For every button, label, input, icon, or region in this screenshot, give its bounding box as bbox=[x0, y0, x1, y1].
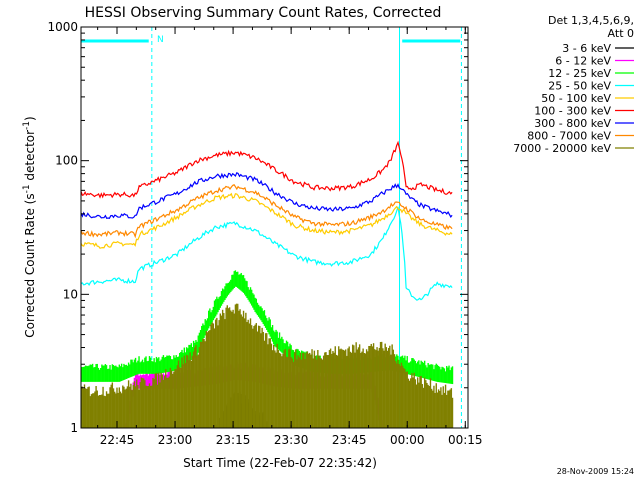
legend-label: 50 - 100 keV bbox=[541, 92, 611, 105]
legend-header-line-2: Att 0 bbox=[608, 27, 634, 40]
x-axis: 22:45 23:00 23:15 23:30 23:45 00:00 00:15 bbox=[97, 27, 483, 447]
series-50-100-kev bbox=[81, 192, 453, 249]
plot-frame bbox=[80, 26, 469, 429]
series-100-300-kev bbox=[81, 140, 453, 199]
x-tick-label: 00:15 bbox=[448, 433, 483, 447]
legend-label: 300 - 800 keV bbox=[534, 117, 611, 130]
legend-label: 800 - 7000 keV bbox=[527, 130, 611, 143]
series-300-800-kev bbox=[81, 171, 453, 219]
legend-label: 7000 - 20000 keV bbox=[513, 142, 611, 155]
y-tick-label: 1 bbox=[70, 421, 78, 435]
y-axis: 1 10 100 1000 bbox=[47, 20, 468, 435]
x-tick-label: 23:00 bbox=[158, 433, 193, 447]
x-tick-label: 23:45 bbox=[332, 433, 367, 447]
legend-label: 25 - 50 keV bbox=[548, 80, 611, 93]
x-axis-label: Start Time (22-Feb-07 22:35:42) bbox=[183, 456, 377, 470]
legend-label: 12 - 25 keV bbox=[548, 67, 611, 80]
legend-label: 6 - 12 keV bbox=[555, 55, 611, 68]
series-800-7000-kev bbox=[81, 184, 453, 239]
plot-area bbox=[81, 27, 462, 428]
y-axis-label: Corrected Count Rate (s-1 detector-1) bbox=[22, 116, 37, 337]
y-tick-label: 100 bbox=[55, 154, 78, 168]
legend-label: 3 - 6 keV bbox=[562, 42, 611, 55]
y-tick-label: 1000 bbox=[47, 20, 78, 34]
x-tick-label: 22:45 bbox=[100, 433, 135, 447]
series-7000-20000-kev bbox=[81, 303, 454, 428]
footer-date: 28-Nov-2009 15:24 bbox=[557, 467, 634, 476]
series-25-50-kev bbox=[81, 206, 453, 301]
annotation-n: N bbox=[157, 35, 164, 45]
y-tick-label: 10 bbox=[63, 287, 78, 301]
x-tick-label: 23:30 bbox=[274, 433, 309, 447]
chart-title: HESSI Observing Summary Count Rates, Cor… bbox=[85, 5, 442, 21]
x-tick-label: 00:00 bbox=[390, 433, 425, 447]
legend-label: 100 - 300 keV bbox=[534, 105, 611, 118]
x-tick-label: 23:15 bbox=[216, 433, 251, 447]
legend-header-line-1: Det 1,3,4,5,6,9, bbox=[548, 14, 634, 27]
